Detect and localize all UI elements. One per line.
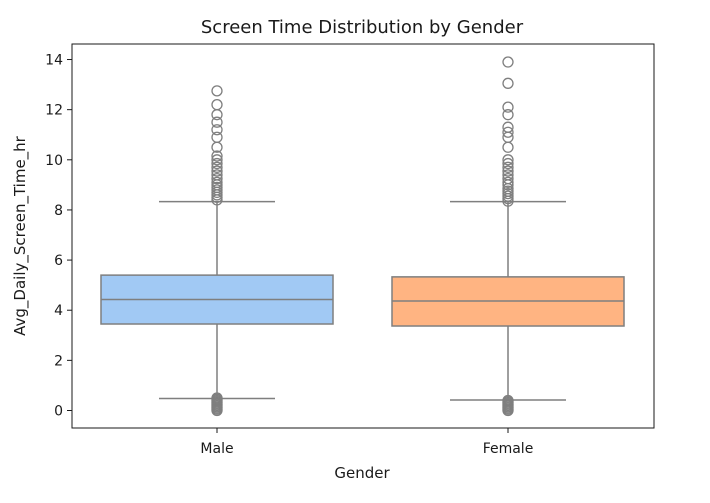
y-axis-label: Avg_Daily_Screen_Time_hr — [11, 135, 30, 336]
x-tick-label-female: Female — [483, 441, 534, 457]
outlier-point-male — [211, 157, 223, 170]
y-tick-label: 6 — [54, 253, 63, 269]
outlier-point-male — [211, 150, 223, 162]
outlier-point-female — [502, 154, 514, 166]
plot-layer: 0 2 4 6 8 10 12 14 Male Female — [45, 53, 625, 457]
outlier-point-female — [502, 157, 514, 170]
x-axis-label: Gender — [334, 464, 390, 482]
outlier-point-female — [502, 172, 514, 185]
outlier-point-male — [211, 161, 223, 173]
outlier-point-female — [502, 77, 514, 89]
y-tick-label: 8 — [54, 203, 63, 219]
outlier-point-male — [211, 154, 223, 166]
outlier-point-female — [502, 121, 514, 133]
outlier-point-female — [502, 394, 514, 407]
y-tick-label: 14 — [45, 53, 63, 69]
outlier-point-male — [211, 109, 223, 121]
y-tick-label: 0 — [54, 404, 63, 420]
y-tick-label: 12 — [45, 103, 63, 119]
outlier-point-male — [211, 124, 223, 136]
outlier-point-male — [211, 392, 223, 404]
outlier-point-male — [211, 98, 223, 111]
outlier-point-male — [211, 172, 223, 185]
outlier-point-male — [211, 165, 223, 177]
y-tick-label: 2 — [54, 353, 63, 369]
chart-title: Screen Time Distribution by Gender — [201, 17, 524, 38]
outlier-point-male — [211, 131, 223, 143]
outlier-point-male — [211, 85, 223, 97]
outlier-point-male — [211, 116, 223, 128]
plot-area-frame — [71, 43, 655, 429]
y-tick-label: 10 — [45, 153, 63, 169]
x-tick-label-male: Male — [200, 441, 233, 457]
outlier-point-female — [502, 169, 514, 181]
outlier-point-female — [502, 56, 514, 68]
outlier-point-female — [502, 161, 514, 173]
outlier-point-female — [502, 126, 514, 138]
outlier-point-female — [502, 109, 514, 121]
outlier-point-female — [502, 101, 514, 113]
outlier-point-female — [502, 141, 514, 153]
y-tick-label: 4 — [54, 303, 63, 319]
outlier-point-female — [502, 165, 514, 177]
outlier-point-male — [211, 176, 223, 189]
outlier-point-female — [502, 176, 514, 189]
outlier-point-male — [211, 169, 223, 181]
